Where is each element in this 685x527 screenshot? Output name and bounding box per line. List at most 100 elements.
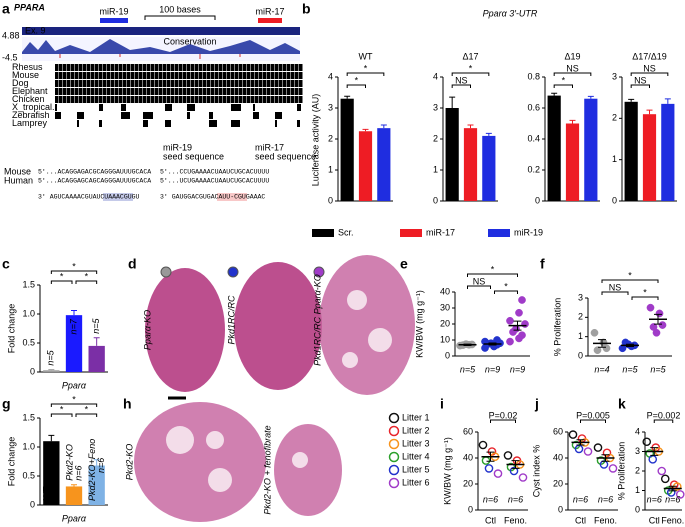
sig-bracket <box>553 72 592 76</box>
y-tick-label: 0 <box>328 195 333 205</box>
alignment-block <box>159 80 163 87</box>
alignment-block <box>247 88 251 95</box>
alignment-block <box>253 104 255 111</box>
alignment-block <box>115 72 119 79</box>
alignment-block <box>111 64 115 71</box>
y-tick-label: 60 <box>553 426 563 436</box>
alignment-block <box>95 64 99 71</box>
alignment-block <box>127 88 131 95</box>
species-label: Zebrafish <box>12 110 50 120</box>
scale-bar <box>144 15 216 20</box>
alignment-block <box>227 96 231 103</box>
bar <box>65 486 83 505</box>
alignment-block <box>199 88 203 95</box>
alignment-block <box>77 112 84 119</box>
alignment-block <box>179 72 183 79</box>
alignment-block <box>179 96 183 103</box>
sig-label: NS <box>455 75 468 85</box>
alignment-block <box>271 80 275 87</box>
alignment-block <box>207 80 211 87</box>
alignment-block <box>75 72 79 79</box>
alignment-block <box>131 64 135 71</box>
alignment-block <box>111 88 115 95</box>
sig-label: * <box>85 404 89 414</box>
error-bar <box>485 132 492 136</box>
panel-label: d <box>128 256 137 272</box>
error-bar <box>467 124 474 129</box>
x-tick-label: Ctl <box>649 515 660 525</box>
alignment-block <box>279 88 283 95</box>
x-tick-label: Ctl <box>485 515 496 525</box>
alignment-block <box>107 80 111 87</box>
alignment-block <box>79 88 83 95</box>
alignment-block <box>267 72 271 79</box>
species-label: X_tropical. <box>12 102 55 112</box>
alignment-block <box>275 96 279 103</box>
sig-bracket <box>553 84 573 88</box>
alignment-block <box>215 88 219 95</box>
alignment-block <box>255 80 259 87</box>
y-tick-label: 0 <box>535 195 540 205</box>
species-label: Chicken <box>12 94 45 104</box>
track-min: -4.5 <box>2 52 18 62</box>
alignment-block <box>223 80 227 87</box>
legend-marker <box>388 412 400 424</box>
data-point <box>593 346 602 355</box>
error-bar <box>71 484 77 487</box>
n-label: n=9 <box>485 364 500 374</box>
alignment-block <box>259 96 263 103</box>
alignment-block <box>87 72 91 79</box>
alignment-block <box>63 88 67 95</box>
alignment-block <box>167 72 171 79</box>
alignment-block <box>123 80 127 87</box>
alignment-block <box>163 88 167 95</box>
alignment-block <box>253 112 259 119</box>
data-point <box>484 464 494 473</box>
alignment-block <box>99 80 103 87</box>
alignment-block <box>167 64 171 71</box>
data-point <box>593 443 603 452</box>
alignment-block <box>207 96 211 103</box>
alignment-block <box>275 112 282 119</box>
alignment-block <box>299 72 303 79</box>
alignment-block <box>275 72 279 79</box>
alignment-block <box>255 64 259 71</box>
alignment-block <box>175 64 179 71</box>
y-tick-label: 4 <box>328 71 333 81</box>
sig-bracket <box>490 419 516 423</box>
alignment-block <box>165 104 172 111</box>
sig-label: NS <box>634 75 647 85</box>
alignment-block <box>195 80 199 87</box>
alignment-block <box>239 80 243 87</box>
alignment-block <box>135 64 139 71</box>
alignment-block <box>87 64 91 71</box>
y-axis-label: % Proliferation <box>616 442 626 501</box>
alignment-block <box>231 72 235 79</box>
y-tick-label: 0 <box>635 504 640 514</box>
species-label: Elephant <box>12 86 48 96</box>
alignment-block <box>211 64 215 71</box>
alignment-block <box>291 72 295 79</box>
alignment-block <box>91 64 95 71</box>
alignment-block <box>183 64 187 71</box>
alignment-block <box>191 88 195 95</box>
kidney-image <box>234 262 322 390</box>
y-tick-label: 0 <box>578 350 583 360</box>
alignment-block <box>63 72 67 79</box>
alignment-block <box>295 96 299 103</box>
species-label: Lamprey <box>12 118 48 128</box>
x-tick-label: Feno. <box>504 515 527 525</box>
cyst <box>208 468 232 492</box>
alignment-block <box>119 72 123 79</box>
sequence: 5′...ACAGGAGACGCAGGGAUUUGCACA <box>38 169 151 176</box>
data-point <box>521 320 529 328</box>
error-bar <box>362 128 369 132</box>
alignment-block <box>131 88 135 95</box>
bar <box>642 114 657 201</box>
y-tick-label: 2 <box>328 133 333 143</box>
alignment-block <box>167 80 171 87</box>
n-label: n=5 <box>650 364 666 374</box>
alignment-block <box>203 88 207 95</box>
mir17-label: miR-17 <box>255 6 284 16</box>
alignment-block <box>175 72 179 79</box>
